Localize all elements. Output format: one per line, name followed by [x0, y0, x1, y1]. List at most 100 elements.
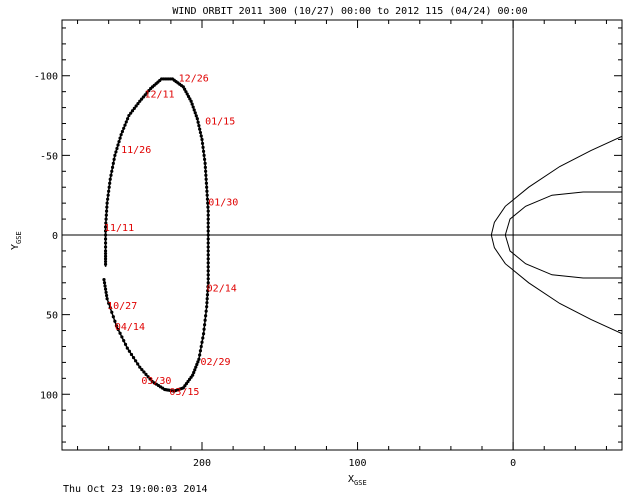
orbit-point — [110, 165, 115, 169]
orbit-point — [192, 370, 196, 375]
orbit-point — [107, 185, 111, 189]
orbit-point — [140, 367, 144, 372]
orbit-point — [189, 99, 193, 103]
orbit-point — [104, 221, 108, 225]
orbit-point — [201, 336, 205, 340]
orbit-point — [110, 310, 114, 314]
orbit-point — [205, 293, 210, 297]
orbit-point — [114, 324, 119, 328]
orbit-point — [116, 143, 120, 147]
y-axis-label: YGSE — [10, 231, 23, 250]
chart-title: WIND ORBIT 2011 300 (10/27) 00:00 to 201… — [172, 6, 527, 17]
orbit-point — [142, 370, 146, 374]
orbit-point — [206, 221, 210, 225]
orbit-point — [129, 111, 133, 115]
orbit-point — [102, 277, 106, 282]
orbit-point — [112, 157, 116, 161]
orbit-point — [113, 319, 117, 323]
orbit-point — [199, 344, 203, 349]
orbit-point — [206, 281, 210, 285]
magnetopause-curve — [504, 191, 622, 279]
orbit-point — [103, 284, 107, 288]
orbit-point — [107, 301, 111, 305]
orbit-point — [206, 253, 210, 257]
orbit-point — [204, 169, 208, 173]
orbit-point — [107, 189, 111, 193]
orbit-point — [191, 105, 195, 109]
orbit-point — [204, 314, 208, 318]
orbit-point — [203, 318, 207, 322]
orbit-point — [206, 277, 210, 281]
orbit-point — [117, 139, 121, 144]
axis-ticks: 200 100 0 -100 -50 0 50 100 — [34, 20, 622, 469]
orbit-point — [118, 331, 122, 335]
orbit-point — [204, 309, 208, 313]
orbit-point — [206, 261, 210, 265]
date-label: 11/11 — [104, 223, 134, 234]
date-label: 03/15 — [169, 387, 199, 398]
orbit-point — [194, 365, 198, 369]
orbit-point — [195, 362, 199, 367]
orbit-point — [205, 297, 209, 301]
date-label: 10/27 — [107, 301, 137, 312]
orbit-point — [103, 254, 108, 258]
orbit-point — [104, 213, 108, 217]
y-tick-label: 100 — [40, 390, 58, 401]
orbit-point — [104, 293, 109, 298]
orbit-point — [206, 205, 210, 209]
orbit-point — [111, 161, 115, 165]
orbit-point — [108, 181, 112, 185]
orbit-point — [132, 106, 136, 110]
orbit-point — [111, 315, 115, 319]
orbit-point — [205, 197, 210, 201]
orbit-point — [205, 305, 209, 309]
y-tick-label: 0 — [52, 231, 58, 242]
date-labels: 12/26 12/11 01/15 11/26 01/30 11/11 02/14 10/27… — [104, 73, 238, 398]
orbit-point — [134, 359, 138, 363]
orbit-point — [193, 111, 197, 115]
orbit-point — [103, 233, 108, 237]
orbit-point — [198, 127, 202, 131]
orbit-point — [103, 241, 108, 245]
bow-shock-curve — [490, 135, 622, 335]
orbit-point — [127, 113, 131, 118]
orbit-point — [198, 349, 203, 353]
orbit-point — [196, 360, 200, 364]
orbit-point — [103, 259, 108, 264]
orbit-point — [123, 342, 128, 346]
orbit-point — [206, 217, 210, 221]
orbit-point — [103, 249, 108, 253]
orbit-point — [206, 213, 210, 217]
orbit-point — [138, 99, 142, 103]
orbit-point — [206, 229, 210, 233]
orbit-point — [148, 377, 152, 381]
orbit-point — [200, 340, 204, 344]
orbit-point — [143, 93, 147, 97]
orbit-point — [206, 245, 210, 249]
orbit-point — [195, 117, 199, 121]
orbit-point — [185, 92, 189, 96]
orbit-point — [206, 237, 210, 241]
orbit-point — [191, 373, 195, 377]
orbit-point — [116, 327, 120, 332]
y-tick-label: 50 — [46, 311, 58, 322]
orbit-point — [202, 153, 206, 157]
orbit-point — [197, 124, 201, 128]
orbit-point — [186, 94, 191, 99]
x-tick-label: 200 — [193, 458, 211, 469]
orbit-point — [206, 285, 210, 289]
orbit-point — [146, 375, 150, 379]
orbit-point — [138, 365, 142, 369]
orbit-point — [204, 177, 208, 181]
orbit-point — [203, 165, 207, 169]
orbit-point — [206, 225, 210, 229]
orbit-point — [205, 189, 209, 193]
orbit-point — [201, 149, 206, 153]
orbit-point — [203, 161, 207, 165]
orbit-point — [108, 306, 112, 310]
magnetosphere-boundaries — [490, 135, 622, 335]
x-axis-label: XGSE — [348, 474, 367, 487]
y-tick-label: -100 — [34, 72, 58, 83]
orbit-point — [201, 332, 206, 336]
orbit-point — [149, 86, 153, 91]
